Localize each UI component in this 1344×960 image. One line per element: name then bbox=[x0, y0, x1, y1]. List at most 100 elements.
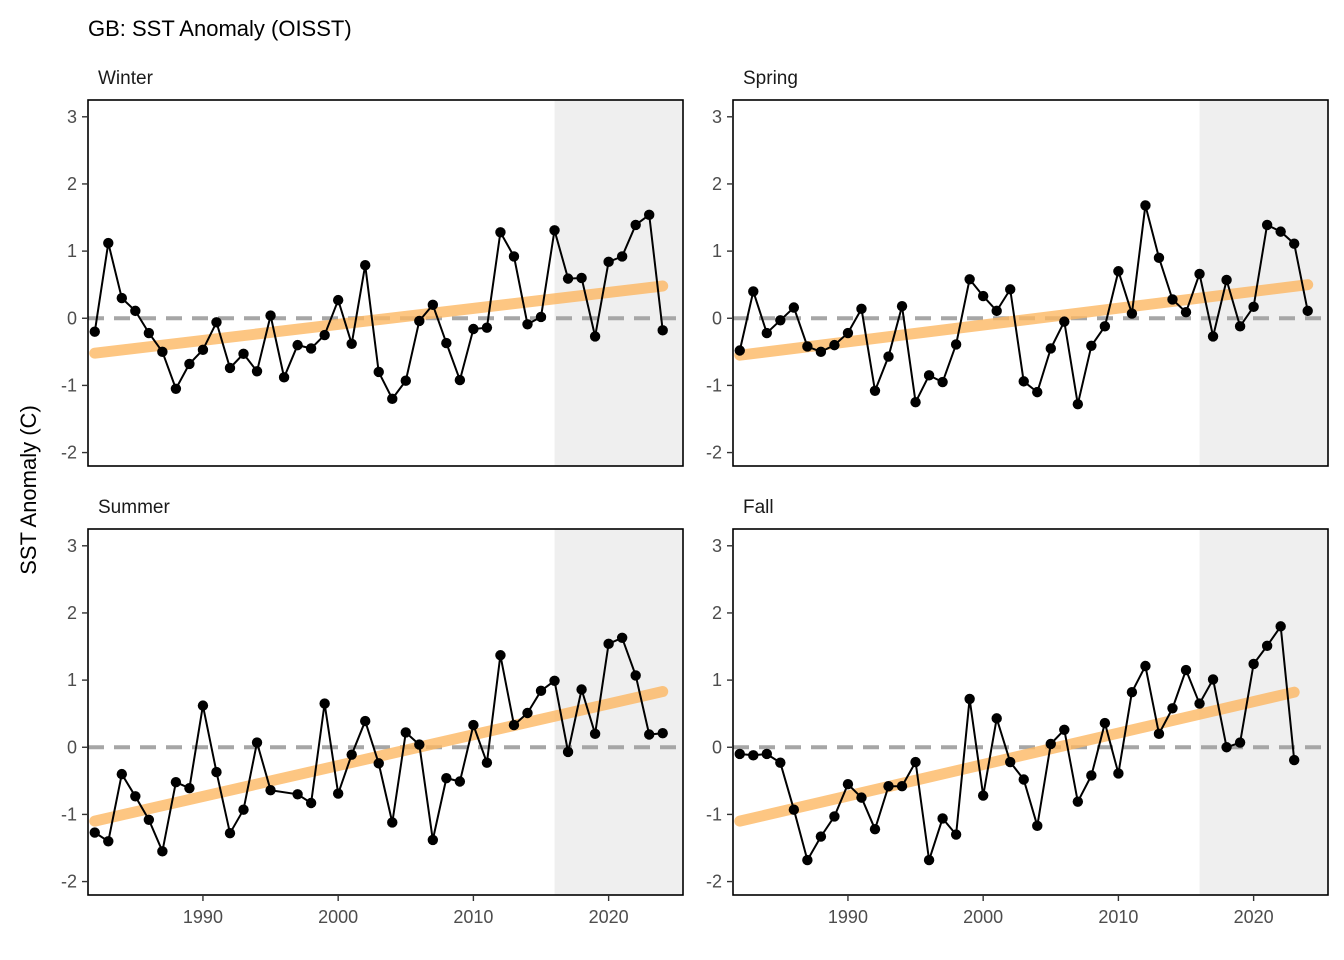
data-point bbox=[332, 294, 344, 306]
data-point bbox=[1113, 266, 1124, 277]
panel-border bbox=[87, 528, 684, 896]
data-point bbox=[238, 348, 249, 360]
data-point bbox=[103, 237, 114, 249]
data-point bbox=[373, 758, 384, 769]
data-point bbox=[1194, 268, 1205, 280]
data-point bbox=[522, 707, 533, 719]
data-point bbox=[910, 397, 921, 408]
data-point bbox=[170, 776, 182, 788]
data-point bbox=[589, 728, 601, 740]
data-point bbox=[157, 346, 168, 358]
y-tick-label: 0 bbox=[712, 308, 722, 328]
x-tick-label: 2000 bbox=[963, 907, 1003, 927]
data-point bbox=[1018, 774, 1029, 785]
data-point bbox=[964, 693, 975, 705]
data-point bbox=[292, 339, 303, 351]
data-point bbox=[1140, 660, 1151, 672]
data-point bbox=[116, 292, 128, 304]
data-point bbox=[1248, 658, 1259, 670]
data-point bbox=[468, 323, 479, 335]
data-point bbox=[802, 854, 813, 866]
data-point bbox=[869, 385, 881, 396]
data-point bbox=[576, 684, 587, 695]
data-point bbox=[1261, 640, 1273, 652]
y-tick-label: -2 bbox=[61, 872, 77, 892]
data-point bbox=[170, 383, 182, 394]
data-point bbox=[896, 781, 908, 792]
data-point bbox=[481, 322, 493, 333]
y-tick-label: -1 bbox=[61, 804, 77, 824]
panel-fall: Fall -2 -1 0 1 2 3 1990 2000 2010 2020 bbox=[706, 497, 1329, 927]
data-point bbox=[1126, 686, 1138, 698]
panel-title-winter: Winter bbox=[98, 68, 154, 89]
y-tick-label: 1 bbox=[712, 670, 722, 690]
data-point bbox=[1045, 343, 1056, 354]
data-point bbox=[468, 719, 479, 731]
data-point bbox=[643, 209, 655, 221]
data-point bbox=[197, 344, 209, 356]
data-point bbox=[883, 351, 894, 362]
y-tick-label: 3 bbox=[67, 107, 77, 127]
data-point bbox=[400, 375, 411, 386]
data-point bbox=[657, 727, 668, 739]
y-tick-label: 2 bbox=[67, 603, 77, 623]
data-point bbox=[373, 366, 384, 378]
data-point bbox=[643, 729, 655, 740]
panels-container: Winter -2 -1 0 1 2 3 Spring -2 -1 0 1 2 3 Summer -2 -1 0 1… bbox=[61, 68, 1329, 927]
data-point bbox=[1302, 305, 1313, 317]
data-point bbox=[292, 789, 303, 800]
y-tick-label: 2 bbox=[712, 603, 722, 623]
data-point bbox=[414, 315, 425, 327]
data-point bbox=[883, 781, 894, 792]
data-point bbox=[788, 804, 800, 815]
y-tick-label: -2 bbox=[61, 443, 77, 463]
data-point bbox=[184, 783, 195, 794]
data-point bbox=[923, 854, 935, 866]
data-point bbox=[251, 737, 263, 748]
data-point bbox=[1248, 301, 1259, 313]
panel-spring: Spring -2 -1 0 1 2 3 bbox=[706, 68, 1329, 467]
data-point bbox=[829, 339, 840, 351]
data-point bbox=[1113, 768, 1124, 779]
data-point bbox=[1032, 820, 1043, 832]
data-point bbox=[1005, 756, 1016, 768]
x-tick-label: 1990 bbox=[183, 907, 223, 927]
data-point bbox=[441, 337, 452, 349]
data-point bbox=[549, 675, 560, 686]
data-point bbox=[346, 749, 357, 760]
data-point bbox=[603, 638, 614, 650]
data-point bbox=[387, 393, 398, 405]
data-point bbox=[143, 327, 155, 339]
data-point bbox=[211, 766, 222, 778]
data-point bbox=[1180, 307, 1192, 318]
data-point bbox=[1234, 737, 1246, 748]
data-point bbox=[305, 343, 317, 354]
data-point bbox=[332, 788, 344, 799]
data-point bbox=[950, 829, 962, 840]
data-point bbox=[1275, 621, 1286, 632]
data-point bbox=[1072, 796, 1084, 807]
data-point bbox=[991, 713, 1002, 724]
y-tick-label: -1 bbox=[61, 375, 77, 395]
data-point bbox=[427, 834, 439, 846]
data-point bbox=[238, 804, 249, 815]
data-point bbox=[910, 756, 921, 768]
data-point bbox=[616, 251, 628, 262]
data-point bbox=[761, 327, 773, 339]
data-point bbox=[265, 310, 276, 321]
data-point bbox=[1275, 226, 1286, 237]
data-point bbox=[950, 339, 962, 350]
data-point bbox=[224, 828, 236, 839]
data-point bbox=[251, 366, 263, 377]
y-tick-label: 1 bbox=[712, 241, 722, 261]
data-point bbox=[1153, 728, 1165, 740]
data-point bbox=[1153, 252, 1165, 264]
data-point bbox=[441, 772, 452, 784]
data-point bbox=[937, 813, 948, 824]
data-point bbox=[89, 827, 100, 838]
data-point bbox=[896, 300, 908, 312]
data-point bbox=[1234, 321, 1246, 332]
y-tick-label: 0 bbox=[67, 308, 77, 328]
panel-border bbox=[732, 99, 1329, 467]
data-point bbox=[630, 670, 641, 681]
